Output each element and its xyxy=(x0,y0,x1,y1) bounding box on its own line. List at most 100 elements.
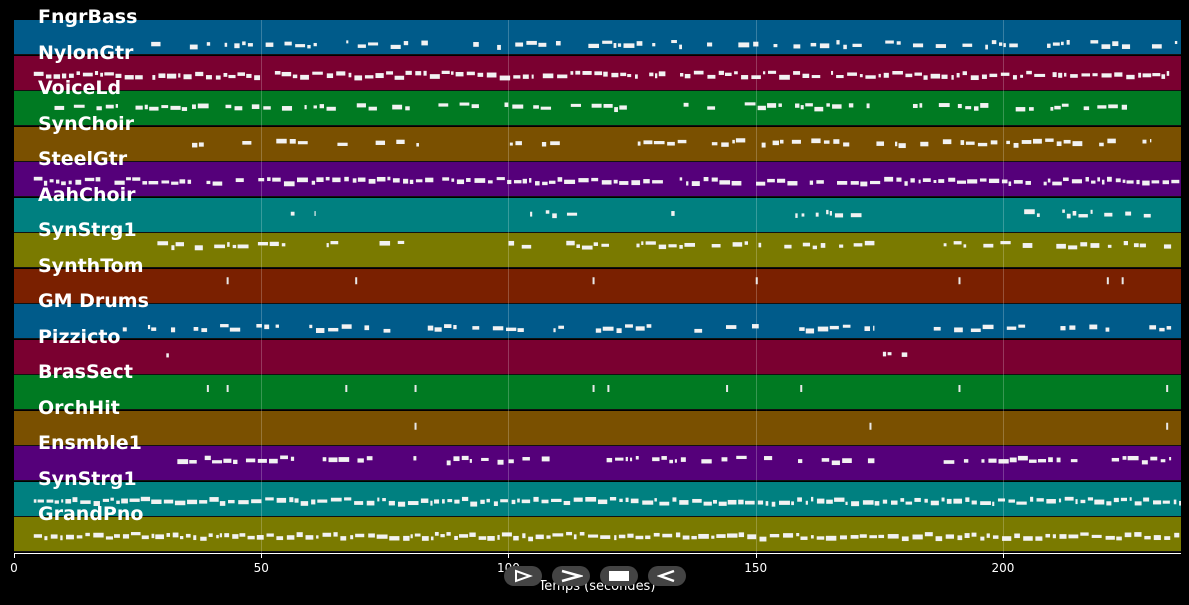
note-mark xyxy=(895,141,898,146)
note-mark xyxy=(591,103,602,108)
stop-icon xyxy=(609,571,629,581)
note-mark xyxy=(581,245,593,250)
note-mark xyxy=(761,142,766,148)
note-mark xyxy=(595,328,602,333)
note-mark xyxy=(924,532,933,537)
note-mark xyxy=(1151,44,1162,49)
note-mark xyxy=(307,44,311,49)
note-mark xyxy=(1104,212,1113,217)
note-mark xyxy=(403,41,409,46)
note-mark xyxy=(679,177,683,181)
note-mark xyxy=(998,42,1003,46)
note-mark xyxy=(546,535,551,539)
note-mark xyxy=(636,41,643,46)
note-mark xyxy=(1064,72,1067,77)
note-mark xyxy=(910,178,915,183)
note-mark xyxy=(212,181,223,186)
note-mark xyxy=(671,210,675,216)
note-mark xyxy=(922,178,931,182)
track-notes xyxy=(122,324,1172,334)
note-mark xyxy=(345,385,348,392)
note-mark xyxy=(326,106,336,111)
note-mark xyxy=(517,328,524,333)
note-mark xyxy=(170,105,181,110)
note-mark xyxy=(1113,497,1119,502)
stop-button[interactable] xyxy=(600,566,638,586)
note-mark xyxy=(1107,176,1112,182)
note-mark xyxy=(945,534,954,539)
note-mark xyxy=(472,326,480,330)
note-mark xyxy=(1120,497,1128,501)
x-tick xyxy=(508,553,510,558)
note-mark xyxy=(1166,326,1172,330)
play-forward-button[interactable] xyxy=(504,566,542,586)
note-mark xyxy=(232,244,237,249)
note-mark xyxy=(394,75,405,80)
note-mark xyxy=(300,500,309,506)
note-mark xyxy=(716,534,726,538)
note-mark xyxy=(414,533,421,537)
note-mark xyxy=(1134,532,1142,537)
note-mark xyxy=(375,72,384,78)
note-mark xyxy=(680,457,686,462)
note-mark xyxy=(845,501,848,505)
note-mark xyxy=(553,328,556,333)
note-mark xyxy=(1124,532,1132,538)
note-mark xyxy=(403,178,409,184)
note-mark xyxy=(350,535,354,540)
note-mark xyxy=(981,459,985,463)
note-mark xyxy=(65,498,72,504)
note-mark xyxy=(496,177,505,181)
note-mark xyxy=(769,533,780,538)
fast-forward-button[interactable] xyxy=(552,566,590,586)
note-mark xyxy=(933,326,941,331)
note-mark xyxy=(147,324,151,330)
note-mark xyxy=(1115,178,1121,183)
track-notes xyxy=(33,496,1181,507)
note-mark xyxy=(805,328,815,334)
note-mark xyxy=(614,107,618,113)
note-mark xyxy=(859,73,863,77)
note-mark xyxy=(753,41,759,47)
note-mark xyxy=(506,327,517,332)
note-mark xyxy=(1150,138,1152,142)
note-mark xyxy=(1090,243,1100,248)
note-mark xyxy=(642,499,654,505)
note-mark xyxy=(826,209,829,214)
note-mark xyxy=(630,457,633,462)
note-mark xyxy=(105,104,114,109)
note-mark xyxy=(823,139,830,144)
note-mark xyxy=(256,324,262,328)
rewind-button[interactable] xyxy=(648,566,686,586)
note-mark xyxy=(980,536,985,541)
note-mark xyxy=(522,73,529,79)
note-mark xyxy=(566,240,575,246)
note-mark xyxy=(980,103,989,108)
note-mark xyxy=(973,106,979,111)
note-mark xyxy=(209,496,219,502)
note-mark xyxy=(645,241,656,245)
note-mark xyxy=(1000,241,1011,245)
note-mark xyxy=(649,72,654,76)
track-notes xyxy=(177,455,1172,466)
note-mark xyxy=(891,500,898,505)
note-mark xyxy=(998,459,1009,464)
note-mark xyxy=(276,138,287,143)
note-mark xyxy=(297,177,308,183)
note-mark xyxy=(985,44,988,50)
note-mark xyxy=(513,535,519,541)
note-mark xyxy=(552,212,557,218)
note-mark xyxy=(219,500,226,506)
note-mark xyxy=(1052,534,1056,539)
note-mark xyxy=(130,532,141,536)
note-mark xyxy=(238,499,249,504)
note-mark xyxy=(75,179,82,185)
note-mark xyxy=(423,70,427,76)
note-mark xyxy=(738,499,744,504)
note-mark xyxy=(229,327,241,332)
note-mark xyxy=(1089,324,1098,330)
note-mark xyxy=(551,498,562,502)
note-mark xyxy=(50,534,58,539)
note-mark xyxy=(829,210,832,216)
note-mark xyxy=(635,456,639,460)
